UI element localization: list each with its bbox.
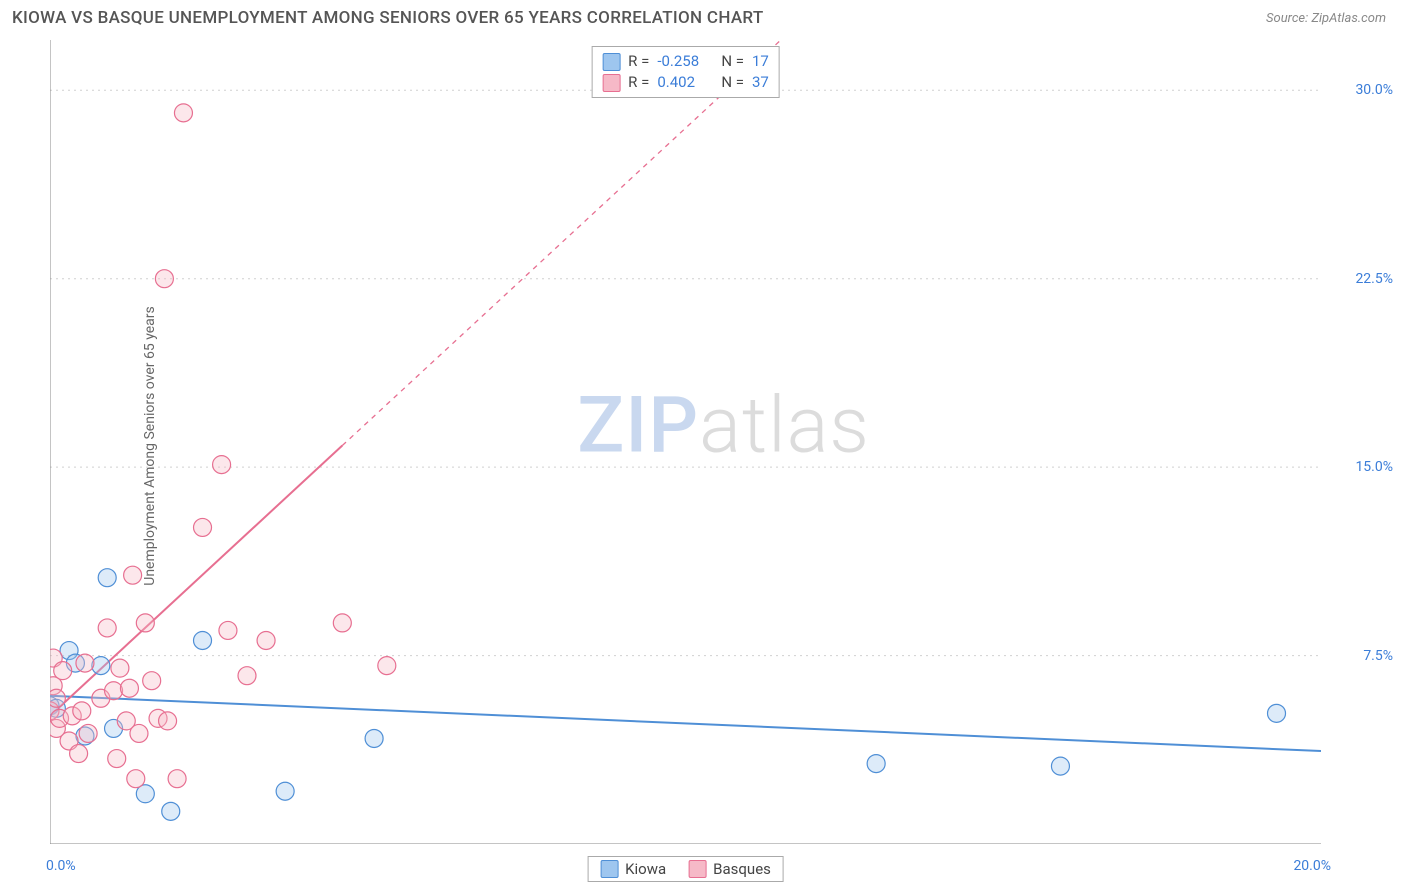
legend-item: Basques — [688, 860, 771, 878]
header: KIOWA VS BASQUE UNEMPLOYMENT AMONG SENIO… — [0, 0, 1406, 32]
x-tick-label: 20.0% — [1293, 858, 1331, 874]
y-tick-label: 30.0% — [1355, 82, 1393, 98]
stats-legend: R =-0.258N =17R =0.402N =37 — [591, 46, 780, 98]
chart-area: ZIPatlas R =-0.258N =17R =0.402N =37 Kio… — [50, 40, 1321, 844]
x-tick-label: 0.0% — [46, 858, 76, 874]
stats-row: R =0.402N =37 — [602, 72, 769, 93]
stats-row: R =-0.258N =17 — [602, 51, 769, 72]
y-tick-label: 15.0% — [1355, 459, 1393, 475]
y-tick-label: 22.5% — [1355, 271, 1393, 287]
series-swatch — [688, 860, 706, 878]
y-tick-label: 7.5% — [1363, 648, 1393, 664]
scatter-plot — [50, 40, 1321, 844]
legend-item: Kiowa — [600, 860, 666, 878]
source-link[interactable]: ZipAtlas.com — [1311, 11, 1386, 26]
series-swatch — [600, 860, 618, 878]
series-swatch — [602, 53, 620, 71]
series-swatch — [602, 74, 620, 92]
source-attribution: Source: ZipAtlas.com — [1266, 11, 1386, 26]
chart-title: KIOWA VS BASQUE UNEMPLOYMENT AMONG SENIO… — [12, 8, 764, 28]
series-legend: Kiowa Basques — [587, 856, 784, 882]
